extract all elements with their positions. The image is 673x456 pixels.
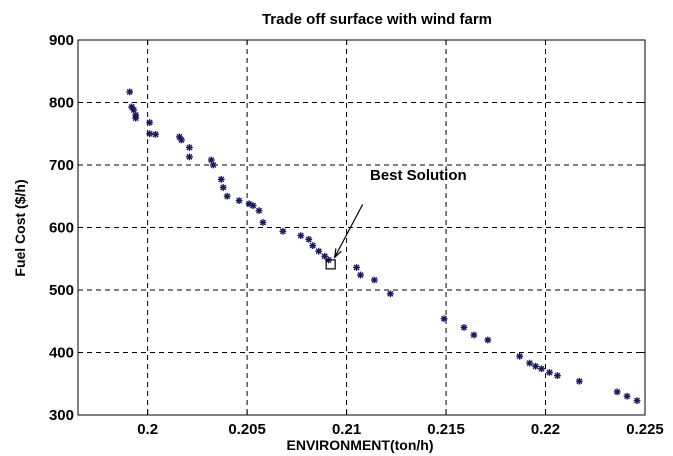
y-tick-label: 800 — [49, 95, 74, 112]
data-point — [440, 315, 448, 323]
x-tick-label: 0.225 — [626, 421, 664, 438]
x-axis-label: ENVIRONMENT(ton/h) — [287, 437, 434, 453]
data-point — [484, 336, 492, 344]
data-point — [255, 207, 263, 215]
data-point — [371, 276, 378, 284]
data-point — [235, 197, 243, 205]
data-point — [315, 247, 323, 255]
data-point — [623, 392, 631, 400]
x-tick-label: 0.2 — [137, 421, 158, 438]
best-solution-label: Best Solution — [370, 167, 467, 184]
y-tick-label: 700 — [49, 157, 74, 174]
data-point — [526, 359, 534, 367]
data-point — [353, 264, 360, 271]
grid-lines — [78, 40, 645, 415]
data-point — [575, 377, 583, 385]
y-tick-label: 600 — [49, 220, 74, 237]
chart-title: Trade off surface with wind farm — [262, 11, 492, 28]
data-point — [538, 365, 545, 373]
best-solution-marker — [325, 259, 336, 270]
data-point — [217, 175, 225, 183]
data-point — [613, 388, 621, 396]
data-point — [249, 202, 257, 210]
data-point — [554, 372, 561, 380]
data-point — [259, 219, 267, 226]
data-point — [209, 161, 217, 169]
data-point — [126, 88, 134, 96]
best-solution-arrowhead — [333, 248, 342, 259]
data-point — [219, 184, 227, 191]
best-solution-annotation: Best Solution — [325, 167, 467, 270]
data-point — [305, 235, 313, 243]
data-point — [546, 369, 553, 376]
data-point — [633, 397, 641, 405]
data-point — [309, 242, 317, 250]
y-tick-label: 300 — [49, 407, 74, 424]
data-point — [178, 136, 185, 144]
best-solution-arrow — [334, 204, 364, 258]
data-point — [152, 130, 159, 138]
data-point — [186, 153, 193, 161]
y-tick-label: 500 — [49, 282, 74, 299]
data-point — [146, 130, 154, 138]
x-tick-label: 0.21 — [332, 421, 361, 438]
data-points — [126, 88, 641, 405]
data-point — [223, 192, 231, 200]
x-tick-label: 0.215 — [427, 421, 465, 438]
x-tick-label: 0.22 — [531, 421, 560, 438]
y-tick-label: 400 — [49, 345, 74, 362]
data-point — [386, 290, 394, 298]
data-point — [279, 227, 287, 235]
y-tick-label: 900 — [49, 32, 74, 49]
data-point — [357, 271, 364, 279]
data-point — [132, 114, 140, 122]
y-axis-label: Fuel Cost ($/h) — [12, 179, 28, 276]
data-point — [460, 324, 468, 331]
data-point — [297, 232, 305, 240]
data-point — [186, 144, 193, 151]
data-point — [516, 352, 524, 360]
axis-ticks: 0.2 0.205 0.21 0.215 0.22 0.225 300 400 500 600 70… — [49, 32, 664, 438]
data-point — [146, 119, 154, 126]
data-point — [470, 331, 478, 339]
data-point — [532, 362, 539, 370]
x-tick-label: 0.205 — [228, 421, 266, 438]
